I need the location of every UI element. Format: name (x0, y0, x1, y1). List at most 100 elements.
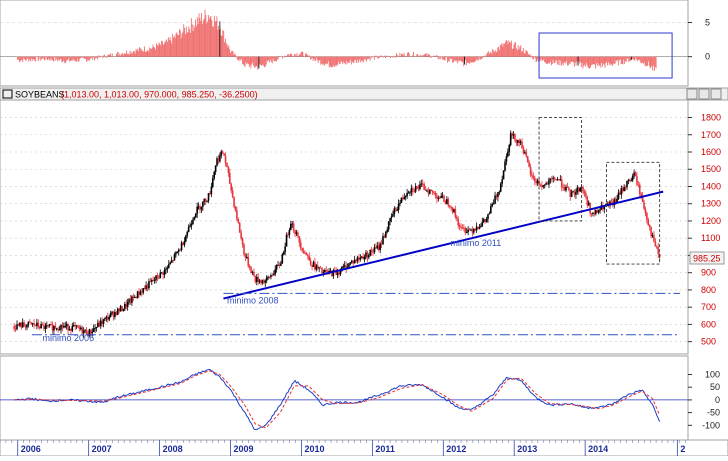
panel-controls[interactable] (686, 88, 722, 100)
price-candle-body (316, 265, 319, 269)
year-label: 2 (680, 444, 685, 454)
price-candle-body (353, 259, 356, 264)
price-candle-body (148, 281, 150, 289)
price-candle-body (380, 243, 383, 245)
price-candle-body (638, 184, 641, 195)
price-candle-body (63, 326, 65, 328)
price-candle-body (60, 325, 62, 330)
price-candle-body (322, 272, 325, 274)
price-candle-body (314, 261, 316, 270)
price-candle-body (95, 326, 98, 328)
price-candle-body (298, 236, 301, 243)
support-trendline (223, 190, 664, 300)
minimize-button[interactable] (686, 88, 698, 100)
price-candle-body (122, 308, 125, 311)
price-candle-body (216, 158, 218, 166)
price-candle-body (487, 214, 489, 219)
year-label: 2010 (304, 444, 324, 454)
close-button[interactable] (710, 88, 722, 100)
price-candle-body (359, 257, 362, 260)
price-candle-body (363, 256, 366, 260)
price-candle-body (481, 221, 484, 226)
maximize-button[interactable] (698, 88, 710, 100)
year-label: 2006 (21, 444, 41, 454)
price-candle-body (244, 254, 247, 258)
price-candle-body (149, 281, 152, 283)
price-candle-body (565, 186, 567, 191)
price-candle-body (142, 288, 145, 293)
price-candle-body (386, 229, 389, 232)
bottom-y-tick-label: -50 (707, 408, 720, 418)
price-candle-body (179, 249, 181, 251)
price-candle-body (396, 209, 398, 211)
price-candle-body (617, 192, 620, 199)
price-candle-body (451, 207, 454, 212)
price-candle-body (382, 236, 384, 244)
price-candle-body (515, 139, 518, 143)
bottom-y-tick-label: 50 (710, 382, 720, 392)
price-candle-body (197, 206, 200, 208)
price-candle-body (494, 195, 496, 204)
price-candle-body (297, 232, 299, 237)
price-candle-body (654, 241, 657, 247)
price-candle-body (163, 270, 166, 275)
price-candle-body (213, 172, 216, 179)
year-label: 2007 (92, 444, 112, 454)
price-candle-body (518, 140, 520, 144)
price-candle-body (420, 183, 423, 185)
price-candle-body (108, 317, 111, 320)
price-candle-body (599, 209, 601, 211)
year-label: 2014 (588, 444, 608, 454)
price-candle-body (369, 249, 372, 256)
chart-annotation: minimo 2006 (43, 333, 95, 343)
price-candle-body (91, 331, 94, 334)
price-candle-body (475, 226, 478, 231)
price-candle-body (150, 280, 153, 282)
price-candle-body (194, 213, 197, 218)
price-candle-body (328, 270, 330, 273)
price-candle-body (372, 251, 374, 253)
price-candle-body (519, 141, 522, 144)
year-label: 2008 (163, 444, 183, 454)
price-candle-body (241, 238, 244, 245)
price-candle-body (16, 324, 18, 330)
price-candle-body (597, 210, 600, 213)
price-candle-body (343, 265, 346, 267)
price-candle-body (291, 223, 294, 225)
price-candle-body (596, 210, 599, 213)
price-candle-body (152, 280, 155, 282)
price-candle-body (41, 324, 44, 326)
price-candle-body (335, 270, 337, 275)
price-candle-body (114, 312, 116, 318)
price-candle-body (501, 179, 503, 184)
price-candle-body (284, 246, 286, 253)
price-candle-body (536, 180, 539, 184)
price-candle-body (468, 229, 471, 231)
price-candle-body (61, 325, 64, 328)
price-candle-body (287, 234, 289, 236)
price-candle-body (187, 227, 190, 232)
bottom-y-tick-label: 100 (705, 370, 720, 380)
price-candle-body (491, 203, 494, 207)
chart-annotation: minimo 2008 (227, 296, 279, 306)
price-candle-body (412, 188, 414, 192)
price-candle-body (258, 280, 261, 283)
price-candle-body (64, 326, 67, 328)
price-candle-body (434, 192, 437, 196)
price-candle-body (44, 325, 47, 330)
price-y-tick-label: 600 (701, 319, 716, 329)
price-candle-body (26, 324, 28, 328)
price-candle-body (315, 265, 318, 270)
price-candle-body (277, 264, 279, 266)
price-candle-body (207, 193, 210, 201)
price-candle-body (490, 206, 492, 214)
price-candle-body (97, 322, 99, 327)
price-candle-body (54, 325, 57, 329)
price-candle-body (614, 199, 617, 203)
price-candle-body (281, 254, 284, 264)
price-y-tick-label: 1200 (701, 216, 721, 226)
price-candle-body (366, 252, 369, 258)
price-candle-body (539, 184, 542, 186)
price-candle-body (210, 186, 213, 195)
